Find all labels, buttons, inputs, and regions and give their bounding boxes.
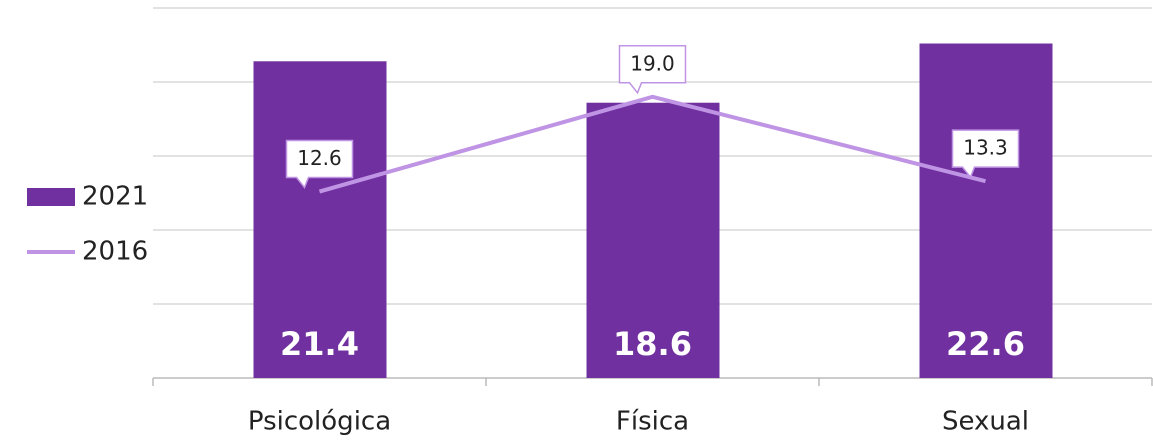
legend-label: 2021: [82, 182, 148, 212]
legend-swatch: [27, 188, 75, 206]
callout: [285, 139, 354, 189]
line: [318, 94, 986, 194]
callout: [618, 45, 687, 95]
line-value-label: 13.3: [963, 136, 1008, 160]
bar: [253, 61, 387, 378]
x-tick-label: Sexual: [942, 407, 1029, 437]
line-value-label: 19.0: [630, 51, 675, 75]
bar-value-label: 22.6: [946, 325, 1025, 363]
legend-label: 2016: [82, 237, 148, 267]
x-tick-label: Psicológica: [248, 407, 391, 437]
callout: [951, 129, 1020, 179]
x-tick-label: Física: [616, 407, 689, 437]
bar-value-label: 18.6: [613, 325, 692, 363]
bar-value-label: 21.4: [280, 325, 359, 363]
bar: [586, 102, 720, 378]
line-value-label: 12.6: [297, 146, 342, 170]
bar: [919, 43, 1053, 379]
